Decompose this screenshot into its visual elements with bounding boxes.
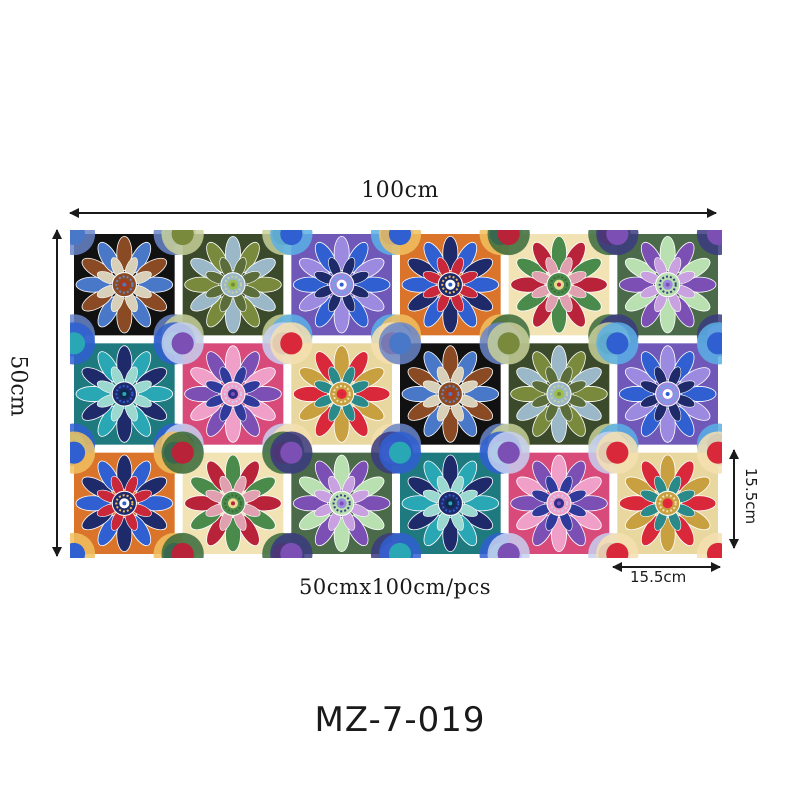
tile-grid [52, 212, 740, 576]
size-per-piece-label: 50cmx100cm/pcs [298, 575, 492, 599]
width-dimension-label: 100cm [361, 178, 439, 203]
tile-panel [52, 212, 740, 576]
model-number: MZ-7-019 [314, 700, 486, 740]
tile-red-yellow-circle-mandala [596, 431, 740, 576]
tile-width-label: 15.5cm [630, 568, 687, 586]
